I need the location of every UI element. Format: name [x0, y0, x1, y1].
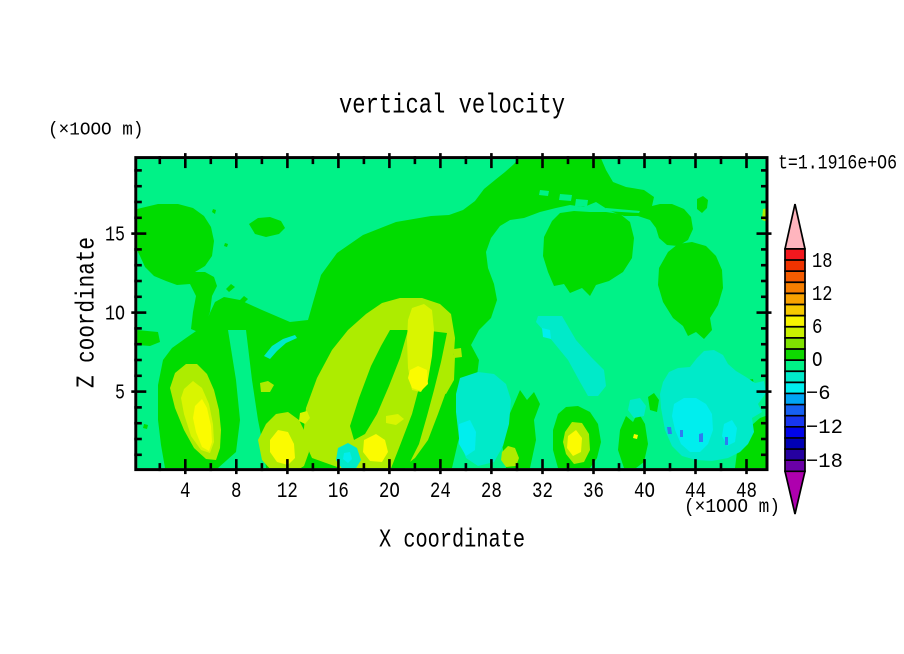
svg-text:vertical velocity: vertical velocity [339, 91, 565, 122]
svg-text:32: 32 [532, 478, 553, 504]
svg-text:O: O [812, 350, 823, 373]
svg-text:Z coordinate: Z coordinate [72, 237, 102, 388]
svg-text:2O: 2O [379, 478, 400, 504]
svg-text:4: 4 [180, 478, 191, 504]
svg-text:28: 28 [481, 478, 502, 504]
svg-text:5: 5 [115, 383, 125, 406]
svg-text:44: 44 [685, 478, 706, 504]
svg-text:−12: −12 [806, 417, 843, 440]
svg-text:24: 24 [430, 478, 451, 504]
svg-text:1O: 1O [105, 304, 125, 327]
svg-text:48: 48 [736, 478, 757, 504]
svg-text:8: 8 [231, 478, 242, 504]
svg-text:−18: −18 [806, 451, 843, 474]
svg-text:4O: 4O [634, 478, 655, 504]
svg-text:16: 16 [328, 478, 349, 504]
svg-text:(×1OOO m): (×1OOO m) [684, 496, 780, 518]
svg-text:−6: −6 [806, 383, 831, 406]
svg-text:18: 18 [812, 251, 833, 274]
svg-text:15: 15 [105, 225, 125, 248]
svg-text:6: 6 [812, 317, 823, 340]
svg-text:t=1.1916e+O6: t=1.1916e+O6 [778, 153, 897, 176]
svg-text:(×1OOO m): (×1OOO m) [48, 121, 144, 141]
svg-text:12: 12 [277, 478, 298, 504]
svg-text:36: 36 [583, 478, 604, 504]
svg-text:X coordinate: X coordinate [379, 525, 525, 555]
svg-text:12: 12 [812, 284, 833, 307]
